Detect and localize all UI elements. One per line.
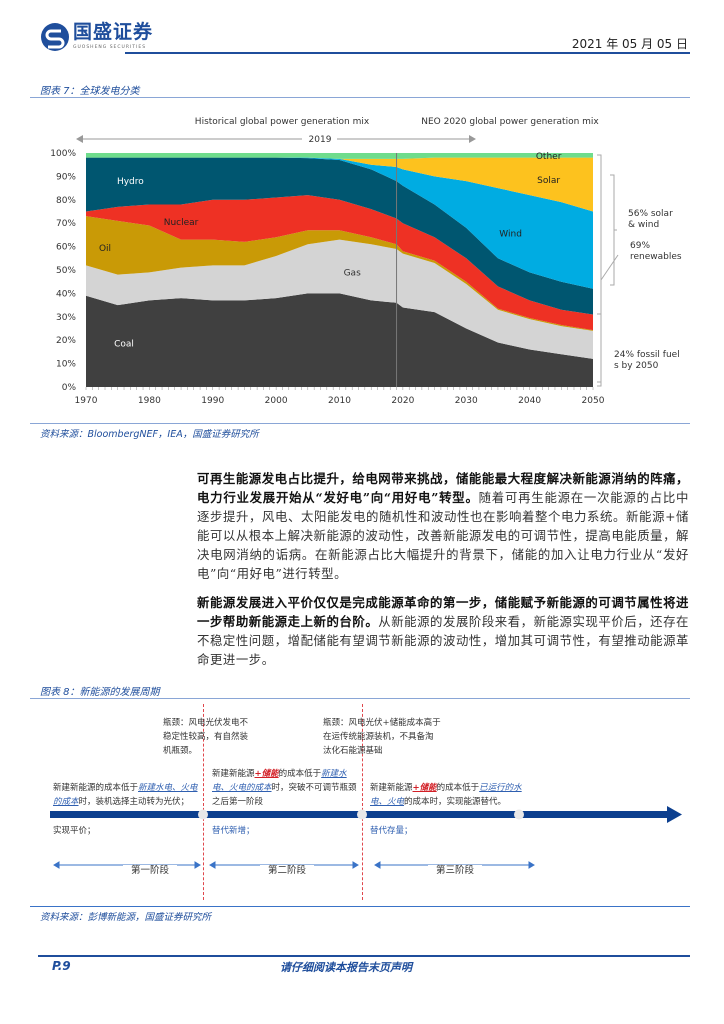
milestone-dot [514, 809, 524, 820]
x-tick-label: 1990 [201, 396, 224, 406]
chart-header-left: Historical global power generation mix [195, 117, 370, 127]
chart-header-right: NEO 2020 global power generation mix [421, 117, 599, 127]
x-tick-label: 1980 [138, 396, 161, 406]
y-tick-label: 60% [56, 243, 76, 253]
stage3-text-a: 新建新能源 [370, 783, 413, 793]
series-label-gas: Gas [344, 268, 361, 278]
milestone-dot [198, 809, 208, 820]
y-tick-label: 0% [62, 383, 77, 393]
stage2-highlight: 新建水电、火电的成本 [212, 769, 347, 793]
figure7-source: 资料来源：BloombergNEF，IEA，国盛证券研究所 [40, 429, 259, 440]
stage2-text-a: 新建新能源 [212, 769, 255, 779]
figure8-source: 资料来源：彭博新能源，国盛证券研究所 [40, 912, 212, 923]
area-coal [86, 293, 593, 387]
stage2-storage-highlight: +储能 [254, 769, 279, 779]
series-label-nuclear: Nuclear [164, 218, 199, 228]
stage1-highlight: 新建水电、火电的成本 [53, 783, 198, 807]
figure7-bottom-rule [30, 423, 690, 424]
bottleneck-note-1: 瓶颈：风电光伏发电不稳定性较高，有自然装机瓶颈。 [163, 718, 249, 756]
stage1-label: 第一阶段 [122, 865, 177, 876]
figure7-top-rule [30, 97, 690, 98]
paragraph-1-lead: 可再生能源发电占比提升，给电网带来挑战，储能能最大程度解决新能源消纳的阵痛，电力… [197, 471, 689, 505]
figure8-caption: 图表 8：新能源的发展周期 [40, 687, 160, 698]
x-tick-label: 2040 [518, 396, 541, 406]
paragraph-2: 新能源发展进入平价仅仅是完成能源革命的第一步，储能赋予新能源的可调节属性将进一步… [197, 593, 689, 669]
area-hydro [86, 157, 593, 315]
area-wind [86, 157, 593, 289]
y-tick-label: 100% [50, 149, 76, 159]
logo-text: 国盛证券 [73, 21, 154, 43]
area-nuclear [86, 195, 593, 331]
stage-divider-2 [362, 704, 363, 900]
stage1-description: 新建新能源的成本低于新建水电、火电的成本时，装机选择主动转为光伏； [53, 781, 201, 809]
stage3-text-c: 的成本时，实现能源替代。 [404, 797, 507, 807]
stage3-outcome: 替代存量； [370, 826, 413, 836]
series-label-solar: Solar [537, 176, 560, 186]
footer-divider [38, 955, 690, 957]
series-label-coal: Coal [114, 340, 134, 350]
figure8-bottom-rule [30, 906, 690, 907]
disclaimer-notice: 请仔细阅读本报告末页声明 [280, 961, 412, 974]
stage1-outcome: 实现平价； [53, 826, 96, 836]
stage2-description: 新建新能源+储能的成本低于新建水电、火电的成本时，突破不可调节瓶颈之后第一阶段 [212, 767, 360, 809]
series-label-other: Other [536, 152, 562, 162]
series-label-wind: Wind [499, 230, 522, 240]
figure7-caption: 图表 7：全球发电分类 [40, 86, 140, 97]
stage1-text-c: 时，装机选择主动转为光伏； [78, 797, 190, 807]
y-tick-label: 20% [56, 336, 76, 346]
series-label-oil: Oil [99, 244, 111, 254]
stage2-label: 第二阶段 [259, 865, 314, 876]
paragraph-2-text: 从新能源的发展阶段来看，新能源实现平价后，还存在不稳定性问题，增配储能有望调节新… [197, 614, 689, 667]
y-tick-label: 80% [56, 196, 76, 206]
x-tick-label: 2010 [328, 396, 351, 406]
stage3-label: 第三阶段 [427, 865, 482, 876]
y-tick-label: 40% [56, 289, 76, 299]
stage2-text-c: 时，突破不可调节瓶颈之后第一阶段 [212, 783, 357, 807]
x-tick-label: 2050 [582, 396, 605, 406]
header-divider [125, 52, 690, 54]
stage-divider-1 [203, 704, 204, 900]
stage2-outcome: 替代新增； [212, 826, 255, 836]
bottleneck-note-2: 瓶颈：风电光伏+储能成本高于在运传统能源装机，不具备淘汰化石能源基础 [323, 718, 441, 756]
annotation-renewables: 69% renewables [630, 241, 682, 262]
figure8-top-rule [30, 698, 690, 699]
area-oil [86, 216, 593, 331]
y-tick-label: 90% [56, 172, 76, 182]
power-mix-chart: Historical global power generation mix N… [50, 117, 682, 406]
logo-icon [41, 23, 69, 51]
x-tick-label: 2030 [455, 396, 478, 406]
y-tick-label: 50% [56, 266, 76, 276]
y-tick-label: 30% [56, 313, 76, 323]
milestone-dot [357, 809, 367, 820]
page-number: P.9 [52, 959, 71, 973]
series-label-hydro: Hydro [117, 177, 144, 187]
x-tick-label: 2020 [391, 396, 414, 406]
logo-subtext: GUOSHENG SECURITIES [73, 45, 147, 50]
report-date: 2021 年 05 月 05 日 [571, 37, 688, 51]
stage1-text-a: 新建新能源的成本低于 [53, 783, 139, 793]
development-timeline-bar [50, 806, 682, 823]
stage3-storage-highlight: +储能 [412, 783, 437, 793]
y-tick-label: 70% [56, 219, 76, 229]
x-tick-label: 2000 [265, 396, 288, 406]
annotation-brackets [597, 154, 619, 387]
annotation-solar-wind: 56% solar & wind [628, 209, 676, 230]
y-tick-label: 10% [56, 360, 76, 370]
stage3-description: 新建新能源+储能的成本低于已运行的水电、火电的成本时，实现能源替代。 [370, 781, 535, 809]
stage2-text-a2: 的成本低于 [278, 769, 322, 779]
paragraph-1-text: 随着可再生能源在一次能源的占比中逐步提升，风电、太阳能发电的随机性和波动性也在影… [197, 490, 689, 581]
stage3-highlight: 已运行的水电、火电 [370, 783, 522, 807]
divider-year-label: 2019 [309, 135, 332, 145]
timeline-arrow [76, 135, 476, 143]
paragraph-1: 可再生能源发电占比提升，给电网带来挑战，储能能最大程度解决新能源消纳的阵痛，电力… [197, 469, 689, 583]
x-tick-label: 1970 [75, 396, 98, 406]
area-gas [86, 239, 593, 359]
area-solar [86, 157, 593, 212]
paragraph-2-lead: 新能源发展进入平价仅仅是完成能源革命的第一步，储能赋予新能源的可调节属性将进一步… [197, 595, 689, 629]
area-other [86, 153, 593, 159]
annotation-fossil: 24% fossil fuel s by 2050 [614, 350, 680, 371]
stage3-text-a2: 的成本低于 [436, 783, 480, 793]
